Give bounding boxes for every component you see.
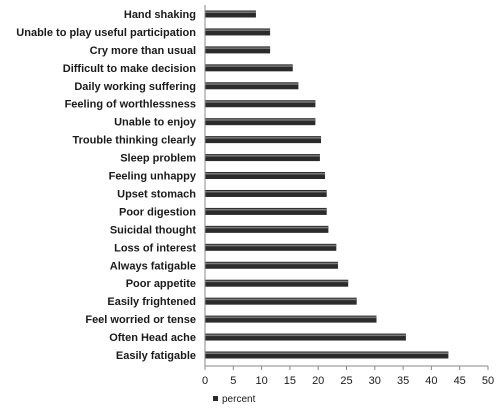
category-label: Feel worried or tense [85,314,196,326]
x-axis-ticks: 0 5 10 15 20 25 30 35 40 45 50 [202,366,494,387]
bar [205,189,327,197]
bar-highlight [205,226,329,229]
bar [205,82,299,90]
legend: percent [213,394,256,405]
category-label: Poor digestion [119,206,196,218]
bar [205,136,322,144]
bar-highlight [205,244,337,247]
bar [205,261,339,269]
bar [205,225,329,233]
bar-highlight [205,101,316,103]
category-label: Hand shaking [124,9,196,21]
legend-label: percent [222,394,256,405]
bar-highlight [205,11,256,13]
bar-highlight [205,29,271,31]
category-labels: Hand shaking Unable to play useful partic… [16,9,197,362]
bar-highlight [205,298,357,301]
legend-swatch [213,396,218,401]
bar-highlight [205,47,271,49]
category-label: Poor appetite [126,278,196,290]
category-label: Loss of interest [114,242,196,254]
bar-highlight [205,137,322,139]
x-tick-label: 25 [340,375,352,387]
x-tick-label: 5 [230,375,236,387]
bar [205,118,316,126]
x-tick-label: 50 [482,375,494,387]
bar [205,351,449,359]
bar-highlight [205,173,325,175]
bar [205,100,316,108]
bar [205,28,271,36]
category-label: Often Head ache [109,332,196,344]
bar [205,154,320,162]
category-label: Difficult to make decision [63,63,197,75]
bar [205,243,337,251]
bar-highlight [205,334,406,337]
category-label: Unable to play useful participation [16,27,196,39]
bar [205,297,357,305]
x-tick-label: 40 [425,375,437,387]
bar-highlight [205,352,449,354]
x-tick-label: 10 [255,375,267,387]
bar-highlight [205,280,349,283]
category-label: Feeling unhappy [109,171,197,183]
category-label: Cry more than usual [90,45,196,57]
bar [205,10,256,18]
bar [205,46,271,54]
category-label: Suicidal thought [110,224,196,236]
category-label: Daily working suffering [74,81,196,93]
bar-highlight [205,83,299,85]
x-tick-label: 0 [202,375,208,387]
bar [205,172,325,180]
bar-highlight [205,262,339,265]
bar-highlight [205,65,293,67]
bar [205,207,327,215]
bars-group [205,10,449,359]
bar [205,279,349,287]
bar [205,333,406,341]
bar-highlight [205,316,377,319]
bar-highlight [205,208,327,211]
x-tick-label: 35 [397,375,409,387]
x-tick-label: 30 [369,375,381,387]
category-label: Sleep problem [120,153,196,165]
category-label: Unable to enjoy [114,117,197,129]
category-label: Trouble thinking clearly [73,135,197,147]
category-label: Always fatigable [110,260,196,272]
bar-highlight [205,190,327,193]
bar-highlight [205,155,320,157]
x-tick-label: 45 [454,375,466,387]
bar [205,64,293,72]
category-label: Easily frightened [107,296,196,308]
bar-highlight [205,119,316,121]
bar [205,315,377,323]
category-label: Easily fatigable [116,350,196,362]
x-tick-label: 15 [284,375,296,387]
category-label: Upset stomach [117,188,196,200]
category-label: Feeling of worthlessness [65,99,196,111]
x-tick-label: 20 [312,375,324,387]
